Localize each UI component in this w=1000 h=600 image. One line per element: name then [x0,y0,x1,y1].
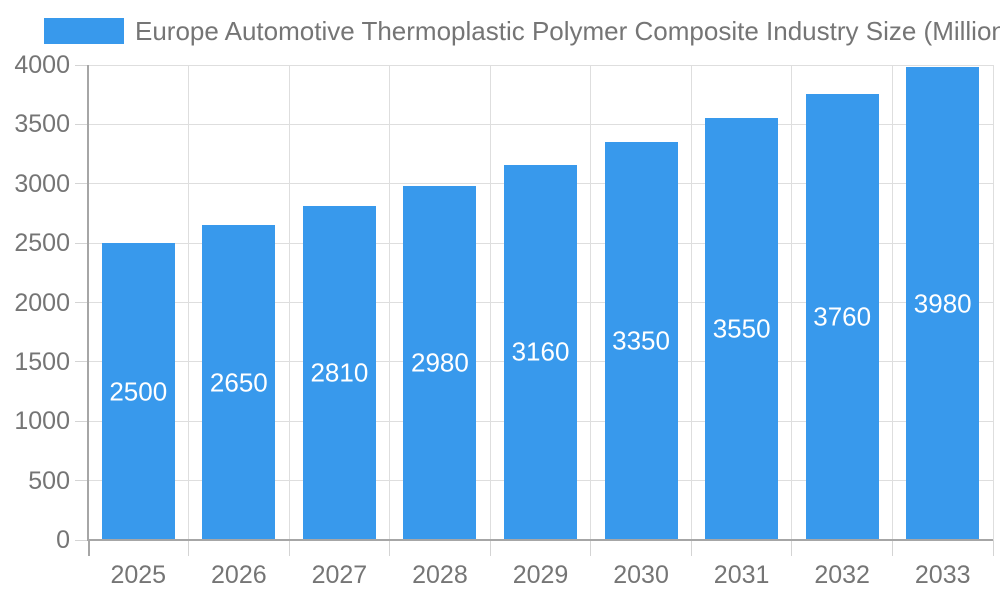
x-axis-tick [288,540,290,556]
bar: 3760 [805,93,879,540]
y-axis-tick [75,183,88,185]
bar-value-label: 3980 [913,288,972,319]
x-tick-label: 2027 [311,561,368,589]
bar: 2500 [101,243,175,540]
y-axis-tick [75,361,88,363]
bar-value-label: 2500 [109,376,168,407]
x-axis-tick [992,540,994,556]
y-axis-tick [75,64,88,66]
x-axis-tick [389,540,391,556]
y-axis-tick [75,123,88,125]
y-tick-label: 2000 [14,288,70,317]
gridline-vertical [288,65,290,540]
bar: 3980 [906,67,980,540]
bar-value-label: 2980 [411,347,469,378]
bar: 3550 [705,118,779,540]
bar: 2650 [202,225,276,540]
y-tick-label: 0 [56,526,70,554]
y-tick-label: 1500 [14,347,70,376]
x-tick-label: 2025 [110,561,167,589]
y-tick-label: 4000 [14,51,70,79]
bar-value-label: 3350 [612,325,670,356]
gridline-vertical [389,65,391,540]
y-tick-label: 3000 [14,169,70,198]
x-axis-tick [891,540,893,556]
bar: 3160 [504,164,577,540]
bar-value-label: 3160 [511,336,570,367]
gridline-vertical [188,65,190,540]
y-axis-tick [75,242,88,244]
bar: 2980 [403,186,477,540]
x-axis-tick [791,540,793,556]
legend-color-swatch [44,18,124,44]
x-tick-label: 2033 [914,561,971,589]
gridline-vertical [690,65,692,540]
y-tick-label: 3500 [14,110,70,139]
x-axis-tick [489,540,491,556]
bar-value-label: 3550 [712,313,771,344]
bar-value-label: 2810 [310,357,369,388]
gridline-vertical [992,65,994,540]
bar-value-label: 2650 [209,367,268,398]
y-tick-label: 500 [28,466,70,495]
chart-title: Europe Automotive Thermoplastic Polymer … [135,15,1000,46]
x-tick-label: 2030 [613,561,669,589]
x-tick-label: 2026 [211,561,267,589]
y-axis-line [87,65,89,540]
x-axis-tick [690,540,692,556]
y-axis-tick [75,539,88,541]
x-axis-tick [87,540,90,556]
y-axis-tick [75,420,88,422]
bar: 2810 [302,206,376,540]
y-axis-tick [75,480,88,482]
x-tick-label: 2028 [412,561,468,589]
y-tick-label: 2500 [14,229,70,258]
gridline-horizontal [88,64,993,66]
chart-legend: Europe Automotive Thermoplastic Polymer … [44,16,1000,46]
x-tick-label: 2032 [814,561,870,589]
x-axis-line [87,539,993,541]
gridline-vertical [489,65,491,540]
gridline-horizontal [88,123,993,125]
x-axis-tick [590,540,592,556]
y-tick-label: 1000 [14,407,70,436]
x-tick-label: 2031 [713,561,770,589]
gridline-vertical [590,65,592,540]
x-tick-label: 2029 [512,561,569,589]
x-axis-tick [188,540,190,556]
gridline-vertical [791,65,793,540]
gridline-vertical [891,65,893,540]
bar: 3350 [604,142,678,540]
y-axis-tick [75,302,88,303]
bar-value-label: 3760 [813,301,872,332]
